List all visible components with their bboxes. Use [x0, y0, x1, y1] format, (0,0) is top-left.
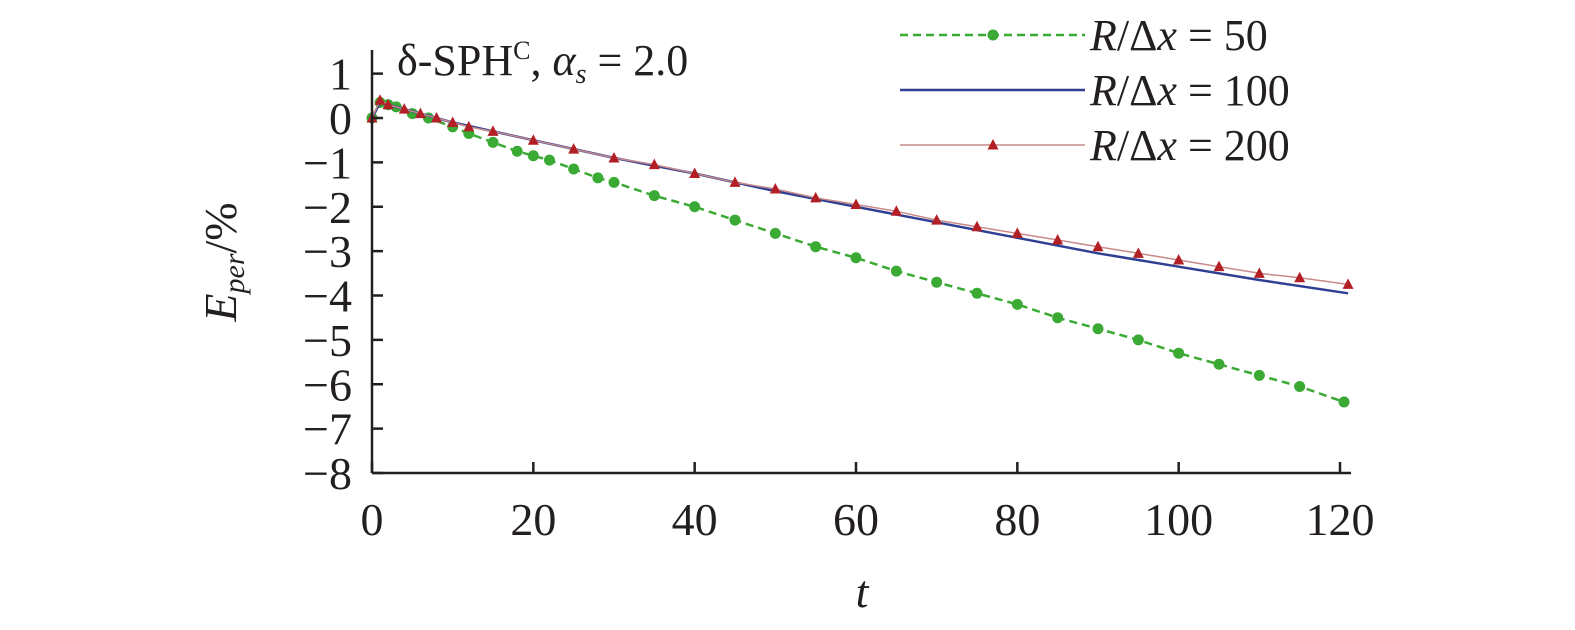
legend: R/Δx = 50 R/Δx = 100 R/Δx = 200: [900, 11, 1290, 170]
annotation-prefix: δ-SPH: [397, 36, 513, 85]
data-point: [1294, 380, 1306, 392]
data-point: [971, 220, 983, 232]
legend-item: R/Δx = 50: [900, 11, 1268, 60]
data-point: [431, 112, 443, 123]
data-point: [1092, 323, 1104, 335]
annotation-alpha-sub: s: [576, 59, 587, 90]
data-point: [850, 252, 862, 264]
x-tick-label: 100: [1144, 494, 1213, 545]
data-point: [487, 136, 499, 148]
data-point: [511, 145, 523, 157]
data-point: [608, 176, 620, 188]
y-axis-title: Eper/%: [195, 202, 251, 322]
data-point: [1338, 396, 1350, 408]
data-point: [810, 241, 822, 253]
data-point: [568, 143, 580, 154]
legend-item: R/Δx = 200: [900, 121, 1290, 170]
data-point: [1052, 234, 1064, 245]
x-ticks: 0 20 40 60 80 100 120: [361, 462, 1375, 545]
legend-label: R/Δx = 50: [1089, 11, 1268, 60]
y-axis-title-rest: /%: [195, 202, 246, 253]
data-point: [1213, 358, 1225, 370]
y-tick-label: 0: [329, 93, 352, 144]
data-point: [463, 120, 475, 132]
data-point: [1294, 271, 1306, 283]
data-point: [1173, 347, 1185, 359]
y-tick-label: −8: [303, 448, 352, 499]
data-point: [1011, 298, 1023, 310]
data-point: [592, 172, 604, 184]
data-point: [689, 201, 701, 213]
x-tick-label: 0: [361, 494, 384, 545]
y-tick-label: 1: [329, 49, 352, 100]
data-point: [487, 125, 499, 136]
annotation-alpha: α: [552, 36, 576, 85]
data-point: [648, 190, 660, 202]
data-point: [1132, 247, 1144, 258]
annotation-sep: ,: [530, 36, 552, 85]
data-point: [543, 154, 555, 166]
y-ticks: 10−1−2−3−4−5−6−7−8: [303, 49, 383, 499]
series-layer: [366, 94, 1354, 408]
legend-item: R/Δx = 100: [900, 66, 1290, 115]
x-tick-label: 40: [672, 494, 718, 545]
data-point: [527, 134, 539, 145]
data-point: [447, 116, 459, 127]
data-point: [374, 94, 386, 105]
data-point: [1052, 312, 1064, 324]
y-axis-title-sub: per: [218, 253, 251, 295]
data-point: [414, 107, 426, 119]
data-point: [568, 163, 580, 175]
y-tick-label: −6: [303, 359, 352, 410]
legend-label: R/Δx = 100: [1089, 66, 1290, 115]
y-tick-label: −1: [303, 137, 352, 188]
data-point: [527, 150, 539, 162]
data-point: [729, 214, 741, 226]
data-point: [382, 98, 394, 110]
data-point: [769, 183, 781, 194]
data-point: [1173, 254, 1185, 265]
data-point: [648, 158, 660, 170]
x-tick-label: 120: [1306, 494, 1375, 545]
legend-marker: [987, 139, 999, 150]
chart-annotation: δ-SPHC, αs = 2.0: [397, 36, 688, 90]
data-point: [850, 198, 862, 210]
data-point: [1092, 240, 1104, 252]
data-point: [729, 176, 741, 187]
data-point: [971, 287, 983, 299]
y-tick-label: −4: [303, 271, 352, 322]
data-point: [890, 205, 902, 216]
data-point: [1213, 260, 1225, 272]
data-point: [769, 227, 781, 239]
data-point: [810, 191, 822, 203]
data-point: [608, 151, 620, 163]
data-point: [1253, 267, 1265, 278]
data-point: [1132, 334, 1144, 346]
data-point: [1253, 369, 1265, 381]
annotation-sup: C: [513, 36, 530, 65]
legend-marker: [987, 29, 999, 41]
series-line: [370, 101, 1345, 404]
legend-label: R/Δx = 200: [1089, 121, 1290, 170]
data-point: [890, 265, 902, 277]
data-point: [398, 103, 410, 114]
series-2: [366, 94, 1354, 289]
x-tick-label: 60: [833, 494, 879, 545]
y-tick-label: −7: [303, 404, 352, 455]
data-point: [689, 167, 701, 178]
x-axis-title: t: [856, 566, 870, 617]
x-tick-label: 20: [510, 494, 556, 545]
data-point: [1342, 278, 1354, 289]
y-tick-label: −3: [303, 226, 352, 277]
x-tick-label: 80: [994, 494, 1040, 545]
data-point: [1011, 227, 1023, 238]
data-point: [931, 214, 943, 225]
y-axis-title-main: E: [195, 294, 246, 323]
y-tick-label: −5: [303, 315, 352, 366]
y-tick-label: −2: [303, 182, 352, 233]
data-point: [931, 276, 943, 288]
annotation-eq: = 2.0: [586, 36, 688, 85]
